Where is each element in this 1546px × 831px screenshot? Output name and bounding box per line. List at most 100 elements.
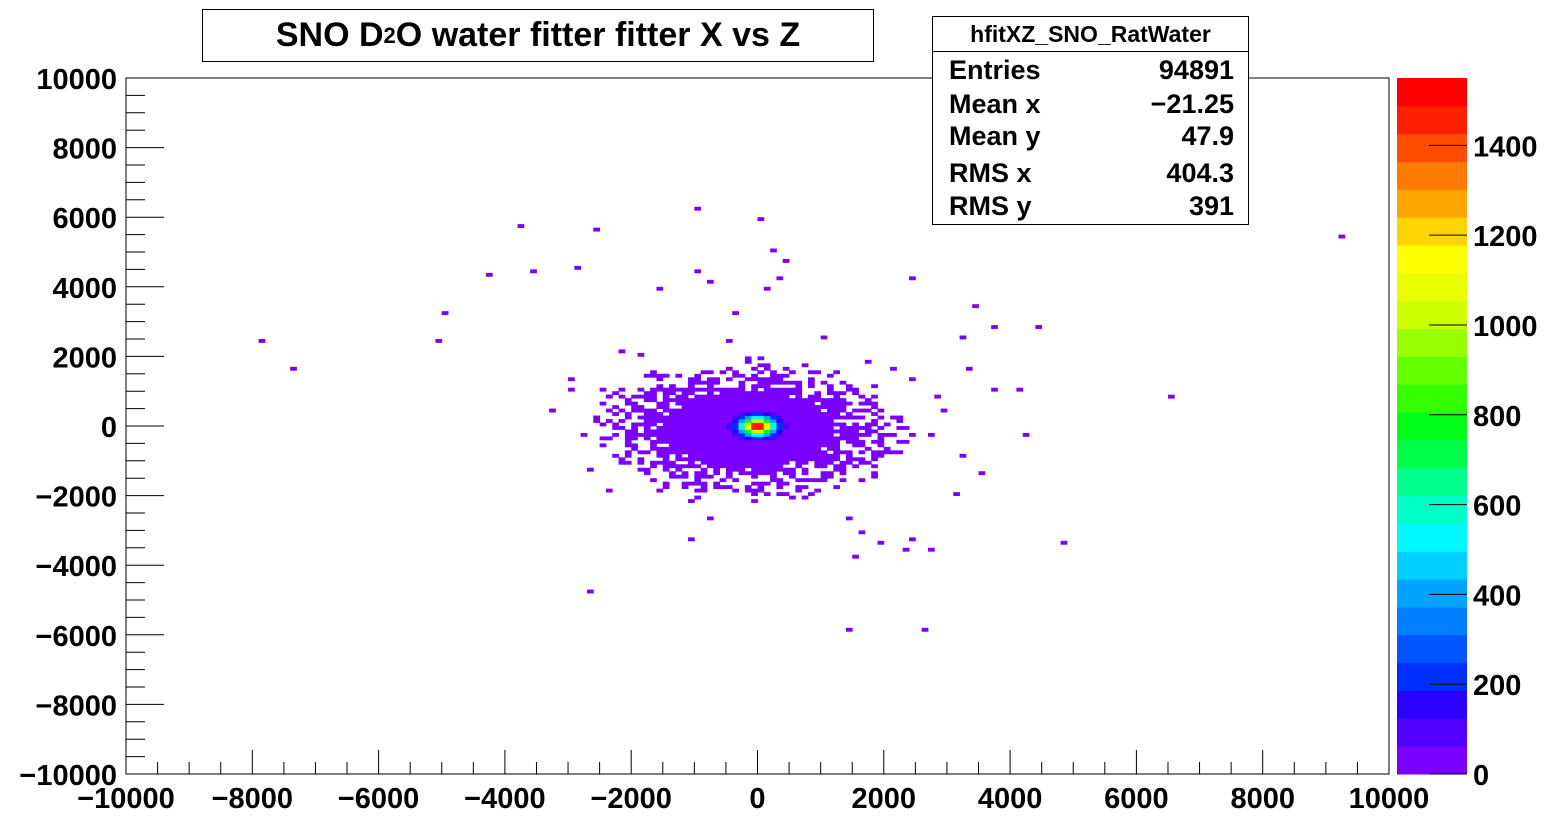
heatmap-cell <box>757 443 765 448</box>
heatmap-cell <box>991 325 998 329</box>
heatmap-cell <box>864 422 872 427</box>
heatmap-cell <box>719 398 727 403</box>
heatmap-cell <box>776 453 784 458</box>
heatmap-cell <box>706 432 714 437</box>
heatmap-cell <box>1016 387 1024 392</box>
heatmap-cell <box>700 467 708 472</box>
heatmap-cell <box>738 419 746 423</box>
heatmap-cell <box>706 446 714 451</box>
x-tick-label: −6000 <box>338 783 419 815</box>
heatmap-cell <box>681 485 689 490</box>
heatmap-cell <box>725 464 733 469</box>
heatmap-cell <box>725 377 733 382</box>
heatmap-cell <box>700 481 708 486</box>
heatmap-cell <box>776 492 784 496</box>
heatmap-cell <box>688 443 695 448</box>
heatmap-cell <box>808 405 815 409</box>
heatmap-cell <box>681 429 689 434</box>
heatmap-cell <box>669 450 676 455</box>
heatmap-cell <box>725 432 733 437</box>
heatmap-cell <box>909 432 916 437</box>
palette-swatch <box>1397 217 1467 246</box>
heatmap-cell <box>751 436 758 441</box>
heatmap-cell <box>675 412 683 416</box>
heatmap-cell <box>675 457 683 462</box>
heatmap-cell <box>965 366 973 371</box>
heatmap-cell <box>650 446 657 451</box>
heatmap-cell <box>814 405 822 409</box>
heatmap-cell <box>706 415 714 420</box>
heatmap-cell <box>643 415 651 420</box>
heatmap-cell <box>706 450 714 455</box>
stats-box: hfitXZ_SNO_RatWater Entries 94891 Mean x… <box>932 16 1249 225</box>
heatmap-cell <box>732 387 739 392</box>
heatmap-cell <box>833 436 840 441</box>
heatmap-cell <box>795 419 803 423</box>
heatmap-cell <box>770 419 777 423</box>
heatmap-cell <box>877 450 885 455</box>
heatmap-cell <box>909 276 916 281</box>
heatmap-cell <box>732 398 739 403</box>
heatmap-cell <box>719 464 727 469</box>
heatmap-cell <box>770 429 777 434</box>
heatmap-cell <box>845 401 853 406</box>
heatmap-cell <box>719 391 727 396</box>
heatmap-cell <box>1060 540 1068 545</box>
heatmap-cell <box>896 426 904 430</box>
heatmap-cell <box>839 426 847 430</box>
heatmap-cell <box>782 366 790 371</box>
heatmap-cell <box>776 422 784 427</box>
heatmap-cell <box>669 429 676 434</box>
heatmap-cell <box>662 460 670 465</box>
heatmap-cell <box>959 453 967 458</box>
heatmap-cell <box>839 478 847 483</box>
stats-label: RMS y <box>949 190 1032 221</box>
heatmap-cell <box>744 471 752 476</box>
heatmap-cell <box>890 415 897 420</box>
heatmap-cell <box>662 432 670 437</box>
x-axis: −10000 −8000 −6000 −4000 −2000 0 2000 4000 6000 8… <box>77 750 1429 815</box>
heatmap-cell <box>839 429 847 434</box>
heatmap-cell <box>928 547 935 552</box>
heatmap-cell <box>751 481 758 486</box>
heatmap-cell <box>574 265 582 270</box>
heatmap-cell <box>700 453 708 458</box>
heatmap-cell <box>732 450 739 455</box>
heatmap-cell <box>814 429 822 434</box>
heatmap-cell <box>833 457 840 462</box>
heatmap-cell <box>675 398 683 403</box>
heatmap-cell <box>656 439 664 444</box>
heatmap-cell <box>675 450 683 455</box>
heatmap-cell <box>688 429 695 434</box>
heatmap-cell <box>662 436 670 441</box>
heatmap-cell <box>688 398 695 403</box>
heatmap-cell <box>782 471 790 476</box>
heatmap-cell <box>871 394 878 399</box>
heatmap-cell <box>833 422 840 427</box>
heatmap-cell <box>864 401 872 406</box>
heatmap-cell <box>858 432 866 437</box>
heatmap-cell <box>795 391 803 396</box>
heatmap-cell <box>643 422 651 427</box>
heatmap-cell <box>719 457 727 462</box>
heatmap-cell <box>688 453 695 458</box>
stats-label: Mean x <box>949 88 1041 119</box>
heatmap-cell <box>795 380 803 385</box>
heatmap-cell <box>871 412 878 416</box>
heatmap-cell <box>845 429 853 434</box>
z-tick-label: 200 <box>1473 670 1521 702</box>
heatmap-cell <box>662 450 670 455</box>
heatmap-cell <box>770 248 777 253</box>
heatmap-cell <box>694 419 702 423</box>
heatmap-cell <box>681 464 689 469</box>
heatmap-cell <box>808 398 815 403</box>
heatmap-cell <box>883 446 891 451</box>
heatmap-cell <box>757 380 765 385</box>
heatmap-cell <box>757 457 765 462</box>
heatmap-cell <box>820 426 828 430</box>
heatmap-cell <box>681 422 689 427</box>
heatmap-cell <box>820 412 828 416</box>
heatmap-cell <box>808 446 815 451</box>
heatmap-cell <box>896 419 904 423</box>
heatmap-cell <box>845 387 853 392</box>
